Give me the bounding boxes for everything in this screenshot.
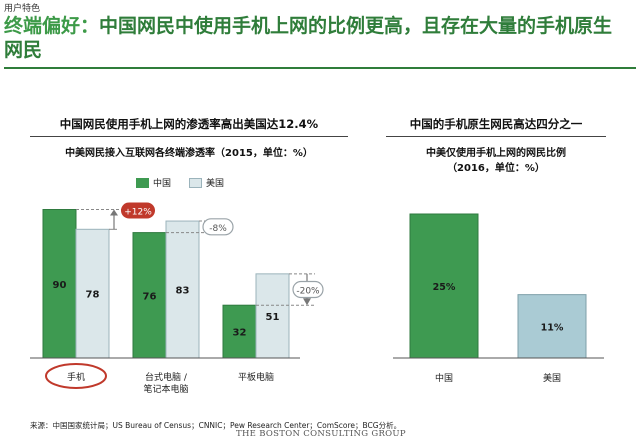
bar-usa-2 xyxy=(255,273,290,359)
legend-swatch-china xyxy=(136,177,149,188)
highlight-circle xyxy=(45,363,107,389)
right-chart-title-line2: （2016，单位：%） xyxy=(447,163,545,174)
callout-badge-text: -20% xyxy=(296,287,320,297)
callout-badge-minus8 xyxy=(202,218,234,236)
right-panel-title: 中国的手机原生网民高达四分之一 xyxy=(409,117,583,131)
source-note: 来源：中国国家统计局；US Bureau of Census；CNNIC；Pew… xyxy=(30,421,402,430)
bar-value-label: 76 xyxy=(143,291,157,302)
headline-lead: 终端偏好： xyxy=(4,15,100,37)
right-panel-rule xyxy=(386,136,606,137)
bar-value-label: 78 xyxy=(86,290,100,301)
header-rule xyxy=(4,67,636,69)
bar-value-label: 51 xyxy=(266,312,280,323)
left-panel-rule xyxy=(30,136,348,137)
bar-value-label: 32 xyxy=(233,328,247,339)
callout-badge-text: +12% xyxy=(124,208,152,218)
callout-arrow-head xyxy=(110,209,118,216)
legend-label-usa: 美国 xyxy=(206,179,225,189)
bar-usa-mobile-only xyxy=(517,294,587,359)
category-label: 美国 xyxy=(543,372,561,384)
right-chart-title-line1: 中美仅使用手机上网的网民比例 xyxy=(426,148,566,159)
slide-tag: 用户特色 xyxy=(4,4,41,14)
left-panel-title: 中国网民使用手机上网的渗透率高出美国达12.4% xyxy=(59,117,319,131)
callout-badge-text: -8% xyxy=(209,224,227,234)
bar-value-label: 25% xyxy=(433,282,456,293)
callout-badge-minus20 xyxy=(292,280,324,299)
category-label: 笔记本电脑 xyxy=(143,383,188,395)
bar-value-label: 90 xyxy=(53,280,67,291)
page-title: 终端偏好：中国网民中使用手机上网的比例更高，且存在大量的手机原生网民 xyxy=(4,14,624,62)
left-chart-title: 中美网民接入互联网各终端渗透率（2015，单位：%） xyxy=(65,148,313,159)
category-label: 中国 xyxy=(435,372,453,384)
category-label: 台式电脑 / xyxy=(145,371,188,383)
legend-swatch-usa xyxy=(189,177,203,188)
bar-china-mobile-only xyxy=(409,213,479,359)
headline-body: 中国网民中使用手机上网的比例更高，且存在大量的手机原生网民 xyxy=(4,15,613,61)
callout-arrow-head xyxy=(303,298,311,306)
bcg-logo: THE BOSTON CONSULTING GROUP xyxy=(236,429,406,439)
category-label: 平板电脑 xyxy=(238,371,274,383)
right-chart-title: 中美仅使用手机上网的网民比例 （2016，单位：%） xyxy=(386,146,606,176)
left-legend: 中国 美国 xyxy=(136,176,224,189)
bar-value-label: 11% xyxy=(541,322,564,333)
bar-value-label: 83 xyxy=(176,286,190,297)
legend-label-china: 中国 xyxy=(153,179,172,189)
category-label: 手机 xyxy=(67,371,85,383)
callout-badge-plus12 xyxy=(121,202,155,219)
